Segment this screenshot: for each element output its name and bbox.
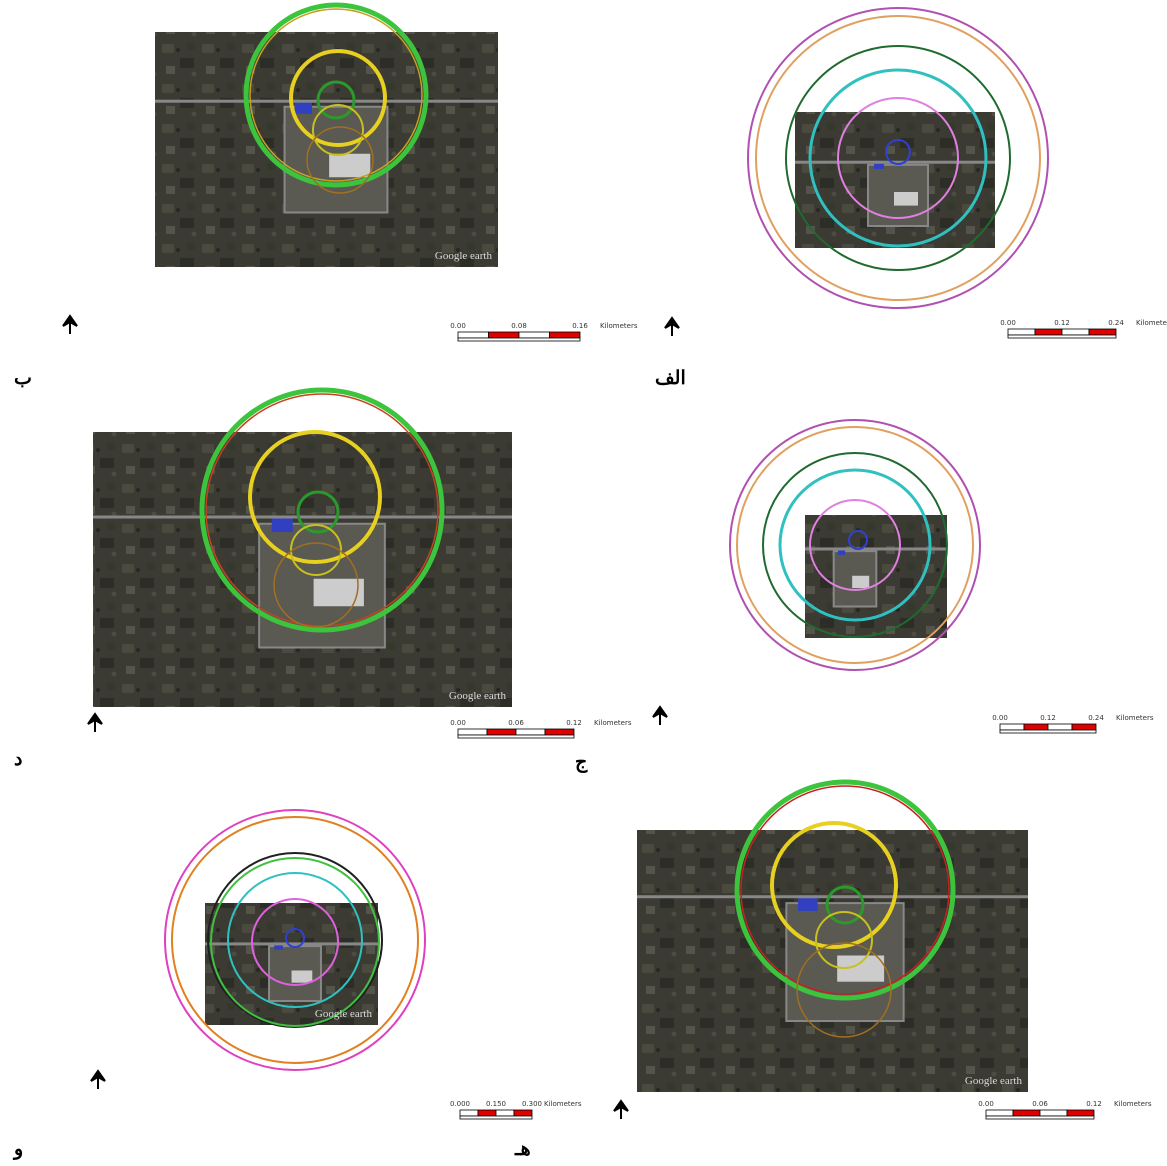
figure: Google earth0.000.080.16Kilometersب0.000… bbox=[0, 0, 1167, 1166]
scale-segment bbox=[478, 1110, 496, 1116]
scale-lower bbox=[1000, 730, 1096, 733]
scale-segment bbox=[496, 1110, 514, 1116]
panel-label: و bbox=[12, 1138, 23, 1160]
road bbox=[93, 516, 512, 519]
page: {"panels": [ {"label": "ب", "scale": {"t… bbox=[0, 0, 1167, 1166]
building bbox=[852, 576, 869, 588]
scale-label: 0.06 bbox=[1032, 1100, 1048, 1108]
scale-segment bbox=[1062, 329, 1089, 335]
scale-segment bbox=[1035, 329, 1062, 335]
road bbox=[205, 942, 378, 945]
scale-label: 0.300 bbox=[522, 1100, 542, 1108]
scale-segment bbox=[458, 332, 489, 338]
north-arrow bbox=[653, 707, 667, 725]
panel-label: هـ bbox=[514, 1138, 531, 1160]
scale-segment bbox=[519, 332, 550, 338]
map-panel: Google earth 0.00 0.06 0.12 Kilometers د bbox=[14, 390, 632, 770]
scale-segment bbox=[1072, 724, 1096, 730]
scale-label: 0.24 bbox=[1108, 319, 1124, 327]
scale-unit: Kilometers bbox=[1136, 319, 1167, 327]
road bbox=[805, 547, 947, 550]
scale-label: 0.12 bbox=[1086, 1100, 1102, 1108]
scale-lower bbox=[986, 1116, 1094, 1119]
scale-segment bbox=[1067, 1110, 1094, 1116]
scale-segment bbox=[460, 1110, 478, 1116]
north-arrow bbox=[88, 714, 102, 732]
scale-segment bbox=[986, 1110, 1013, 1116]
watermark: Google earth bbox=[965, 1075, 1023, 1087]
scale-segment bbox=[1024, 724, 1048, 730]
scale-segment bbox=[1089, 329, 1116, 335]
scale-unit: Kilometers bbox=[594, 719, 632, 727]
scale-label: 0.000 bbox=[450, 1100, 470, 1108]
scale-label: 0.12 bbox=[1040, 714, 1056, 722]
scale-lower bbox=[458, 735, 574, 738]
watermark: Google earth bbox=[315, 1008, 373, 1020]
scale-unit: Kilometers bbox=[600, 322, 638, 330]
scale-label: 0.16 bbox=[572, 322, 588, 330]
scale-label: 0.00 bbox=[450, 322, 466, 330]
panel-label: الف bbox=[655, 367, 686, 389]
scale-segment bbox=[1040, 1110, 1067, 1116]
scale-segment bbox=[545, 729, 574, 735]
scale-lower bbox=[460, 1116, 532, 1119]
scale-segment bbox=[550, 332, 581, 338]
building bbox=[329, 154, 370, 178]
building bbox=[894, 192, 918, 206]
scale-label: 0.150 bbox=[486, 1100, 506, 1108]
building bbox=[314, 579, 364, 607]
watermark: Google earth bbox=[435, 250, 493, 262]
scale-segment bbox=[487, 729, 516, 735]
scale-segment bbox=[516, 729, 545, 735]
scale-label: 0.06 bbox=[508, 719, 524, 727]
scale-segment bbox=[458, 729, 487, 735]
scale-lower bbox=[1008, 335, 1116, 338]
scale-unit: Kilometers bbox=[544, 1100, 582, 1108]
north-arrow bbox=[91, 1071, 105, 1089]
scale-segment bbox=[1048, 724, 1072, 730]
scale-segment bbox=[489, 332, 520, 338]
building bbox=[292, 971, 313, 983]
panel-label: ج bbox=[575, 751, 588, 773]
scale-label: 0.12 bbox=[1054, 319, 1070, 327]
north-arrow bbox=[63, 316, 77, 334]
scale-unit: Kilometers bbox=[1114, 1100, 1152, 1108]
north-arrow bbox=[614, 1101, 628, 1119]
scale-segment bbox=[514, 1110, 532, 1116]
map-panel: Google earth 0.00 0.08 0.16 Kilometers ب bbox=[14, 5, 638, 389]
scale-label: 0.00 bbox=[992, 714, 1008, 722]
road bbox=[155, 100, 498, 103]
watermark: Google earth bbox=[449, 690, 507, 702]
panel-label: د bbox=[14, 748, 22, 770]
road bbox=[637, 895, 1028, 898]
map-panel: Google earth 0.000 0.150 0.300Kilometers و bbox=[12, 810, 582, 1160]
scale-label: 0.08 bbox=[511, 322, 527, 330]
scale-label: 0.00 bbox=[1000, 319, 1016, 327]
scale-lower bbox=[458, 338, 580, 341]
scale-segment bbox=[1013, 1110, 1040, 1116]
map-panel: 0.00 0.12 0.24 Kilometers الف bbox=[655, 8, 1167, 389]
map-panel: 0.00 0.12 0.24 Kilometers ج bbox=[575, 420, 1154, 773]
scale-label: 0.12 bbox=[566, 719, 582, 727]
scale-label: 0.00 bbox=[978, 1100, 994, 1108]
scale-segment bbox=[1000, 724, 1024, 730]
map-panel: Google earth 0.00 0.06 0.12 Kilometers هـ bbox=[514, 782, 1152, 1160]
scale-label: 0.24 bbox=[1088, 714, 1104, 722]
scale-segment bbox=[1008, 329, 1035, 335]
panel-label: ب bbox=[14, 367, 32, 389]
north-arrow bbox=[665, 318, 679, 336]
scale-unit: Kilometers bbox=[1116, 714, 1154, 722]
scale-label: 0.00 bbox=[450, 719, 466, 727]
